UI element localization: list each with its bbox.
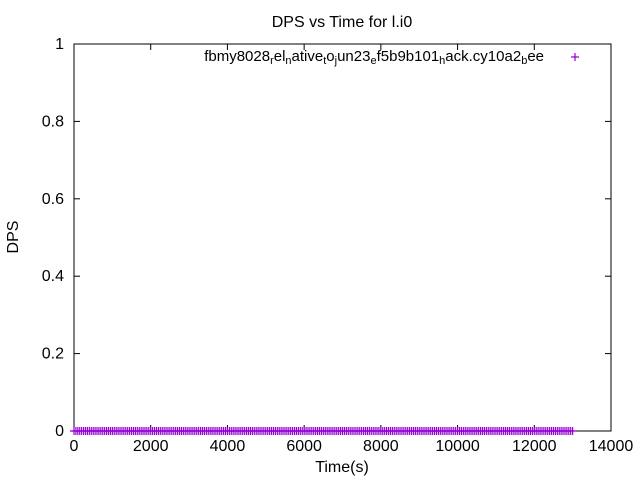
x-axis-ticks — [73, 44, 612, 431]
legend-plus-icon — [571, 53, 579, 61]
x-axis-tick-labels: 0 2000 4000 6000 8000 10000 12000 14000 — [70, 438, 634, 455]
plot-frame — [73, 43, 612, 432]
chart-title: DPS vs Time for l.i0 — [272, 14, 413, 31]
x-tick-label: 4000 — [210, 438, 246, 455]
series-points — [70, 427, 577, 435]
legend-series-marker — [571, 53, 579, 61]
y-tick-label: 0.2 — [42, 346, 64, 363]
x-tick-label: 0 — [70, 438, 79, 455]
y-axis-tick-labels: 0 0.2 0.4 0.6 0.8 1 — [42, 36, 64, 440]
y-tick-label: 0.6 — [42, 191, 64, 208]
y-tick-label: 0.4 — [42, 268, 64, 285]
x-tick-label: 10000 — [435, 438, 480, 455]
legend: fbmy8028relnativetojun23ef5b9b101hack.cy… — [204, 48, 579, 67]
x-tick-label: 2000 — [133, 438, 169, 455]
x-tick-label: 8000 — [363, 438, 399, 455]
legend-series-label: fbmy8028relnativetojun23ef5b9b101hack.cy… — [204, 48, 544, 67]
y-tick-label: 0.8 — [42, 113, 64, 130]
x-tick-label: 6000 — [286, 438, 322, 455]
x-tick-label: 12000 — [512, 438, 557, 455]
y-axis-ticks — [74, 43, 611, 432]
y-tick-label: 1 — [55, 36, 64, 53]
y-axis-title: DPS — [5, 221, 22, 254]
y-tick-label: 0 — [55, 423, 64, 440]
x-tick-label: 14000 — [589, 438, 634, 455]
x-axis-title: Time(s) — [315, 459, 369, 476]
data-point — [568, 427, 577, 435]
